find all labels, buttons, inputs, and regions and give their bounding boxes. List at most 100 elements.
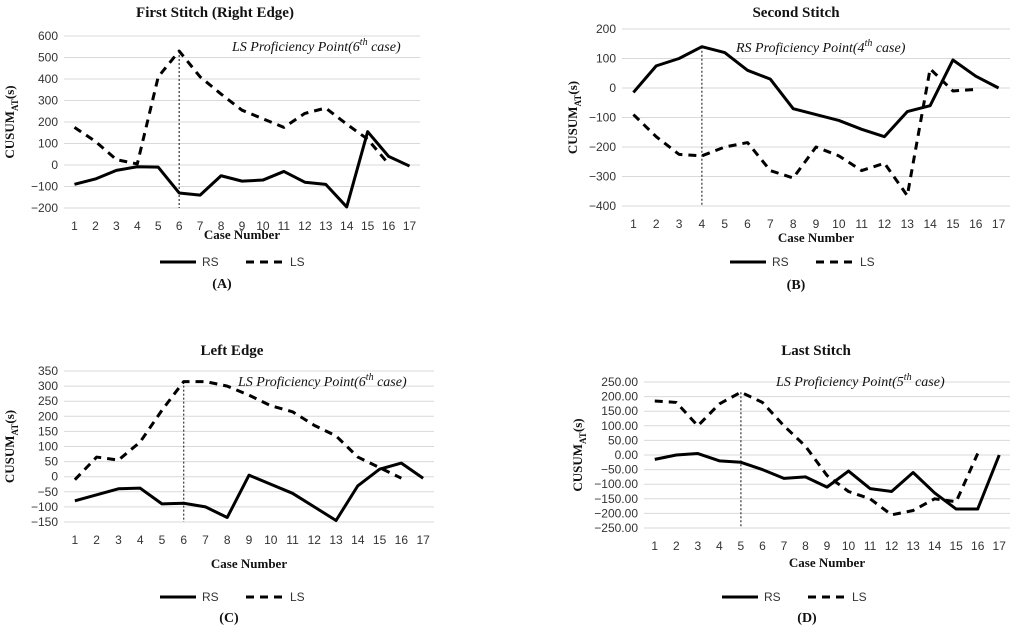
x-tick-label: 2 [673, 539, 680, 553]
x-tick-label: 2 [92, 219, 99, 233]
x-tick-label: 13 [906, 539, 920, 553]
y-tick-label: 200 [596, 22, 616, 36]
legend-label-rs: RS [202, 255, 219, 269]
x-tick-label: 15 [949, 539, 963, 553]
x-tick-label: 17 [993, 539, 1007, 553]
x-tick-label: 9 [824, 539, 831, 553]
y-tick-label: −150 [31, 515, 58, 529]
y-tick-label: 100 [596, 52, 616, 66]
x-tick-label: 13 [319, 219, 333, 233]
x-tick-label: 16 [382, 219, 396, 233]
x-tick-label: 11 [864, 539, 877, 553]
chart-title: Left Edge [201, 343, 264, 359]
x-tick-label: 8 [802, 539, 809, 553]
y-tick-label: −200 [31, 201, 58, 215]
x-tick-label: 9 [813, 217, 820, 231]
x-tick-label: 12 [298, 219, 312, 233]
series-line-rs [632, 45, 1000, 139]
x-tick-label: 11 [855, 217, 868, 231]
x-tick-label: 8 [218, 219, 225, 233]
x-tick-label: 5 [159, 533, 166, 547]
proficiency-annotation: RS Proficiency Point(4th case) [735, 38, 906, 56]
y-tick-label: 50 [45, 455, 59, 469]
legend-label-ls: LS [290, 590, 305, 604]
x-tick-label: 1 [72, 533, 79, 547]
y-tick-label: 300 [38, 379, 58, 393]
x-tick-label: 12 [308, 533, 322, 547]
y-tick-label: −200 [589, 140, 616, 154]
legend: RS LS [160, 590, 305, 604]
y-tick-label: 0 [51, 470, 58, 484]
legend: RS LS [160, 255, 305, 269]
x-tick-label: 1 [651, 539, 658, 553]
chart-title: Last Stitch [781, 343, 851, 359]
y-tick-label: 0 [51, 158, 58, 172]
x-axis-label: Case Number [204, 227, 280, 242]
x-tick-label: 7 [781, 539, 788, 553]
x-tick-label: 4 [716, 539, 723, 553]
x-tick-label: 13 [329, 533, 343, 547]
y-axis-label: CUSUMAT(s) [570, 418, 588, 491]
y-tick-label: 150 [38, 424, 58, 438]
y-tick-label: 350 [38, 364, 58, 378]
y-axis-label: CUSUMAT(s) [2, 410, 20, 483]
y-tick-label: 200 [38, 409, 58, 423]
legend: RS LS [722, 590, 867, 604]
x-tick-label: 3 [115, 533, 122, 547]
chart-title: First Stitch (Right Edge) [136, 5, 294, 21]
x-tick-label: 1 [630, 217, 637, 231]
legend-label-ls: LS [860, 255, 875, 269]
y-tick-label: −100.00 [594, 477, 638, 491]
x-tick-label: 3 [694, 539, 701, 553]
y-tick-label: −250.00 [594, 521, 638, 535]
legend-label-rs: RS [772, 255, 789, 269]
x-tick-label: 2 [653, 217, 660, 231]
x-axis-label: Case Number [789, 555, 865, 570]
y-tick-label: 600 [38, 29, 58, 43]
x-tick-label: 10 [842, 539, 856, 553]
x-tick-label: 11 [286, 533, 299, 547]
x-tick-label: 8 [224, 533, 231, 547]
y-tick-label: 300 [38, 94, 58, 108]
x-tick-label: 7 [202, 533, 209, 547]
x-tick-label: 10 [256, 219, 270, 233]
x-tick-label: 3 [676, 217, 683, 231]
x-tick-label: 6 [744, 217, 751, 231]
y-tick-label: −100 [31, 180, 58, 194]
y-tick-label: 400 [38, 72, 58, 86]
y-tick-label: −200.00 [594, 506, 638, 520]
x-tick-label: 16 [395, 533, 409, 547]
x-tick-label: 16 [969, 217, 983, 231]
panel-label: (D) [797, 611, 817, 626]
y-tick-label: −300 [589, 170, 616, 184]
legend-label-ls: LS [852, 590, 867, 604]
chart-panel-d: −250.00−200.00−150.00−100.00−50.000.0050… [570, 343, 1010, 626]
x-tick-label: 6 [759, 539, 766, 553]
x-tick-label: 10 [832, 217, 846, 231]
legend-label-rs: RS [764, 590, 781, 604]
x-tick-label: 11 [278, 219, 291, 233]
panel-label: (B) [787, 278, 806, 293]
y-tick-label: −50.00 [601, 463, 638, 477]
y-tick-label: 50.00 [608, 433, 638, 447]
proficiency-annotation: LS Proficiency Point(5th case) [775, 372, 945, 390]
x-tick-label: 6 [180, 533, 187, 547]
x-tick-label: 14 [928, 539, 942, 553]
series-line-ls [73, 49, 390, 166]
x-tick-label: 4 [137, 533, 144, 547]
y-axis-label: CUSUMAT(s) [565, 81, 583, 154]
y-tick-label: 500 [38, 51, 58, 65]
y-tick-label: 200.00 [601, 390, 638, 404]
x-tick-label: 7 [767, 217, 774, 231]
proficiency-annotation: LS Proficiency Point(6th case) [231, 37, 401, 55]
y-tick-label: −150.00 [594, 492, 638, 506]
x-tick-label: 1 [71, 219, 78, 233]
y-tick-label: 100 [38, 137, 58, 151]
x-tick-label: 16 [971, 539, 985, 553]
x-tick-label: 14 [923, 217, 937, 231]
series-line-rs [74, 461, 424, 522]
